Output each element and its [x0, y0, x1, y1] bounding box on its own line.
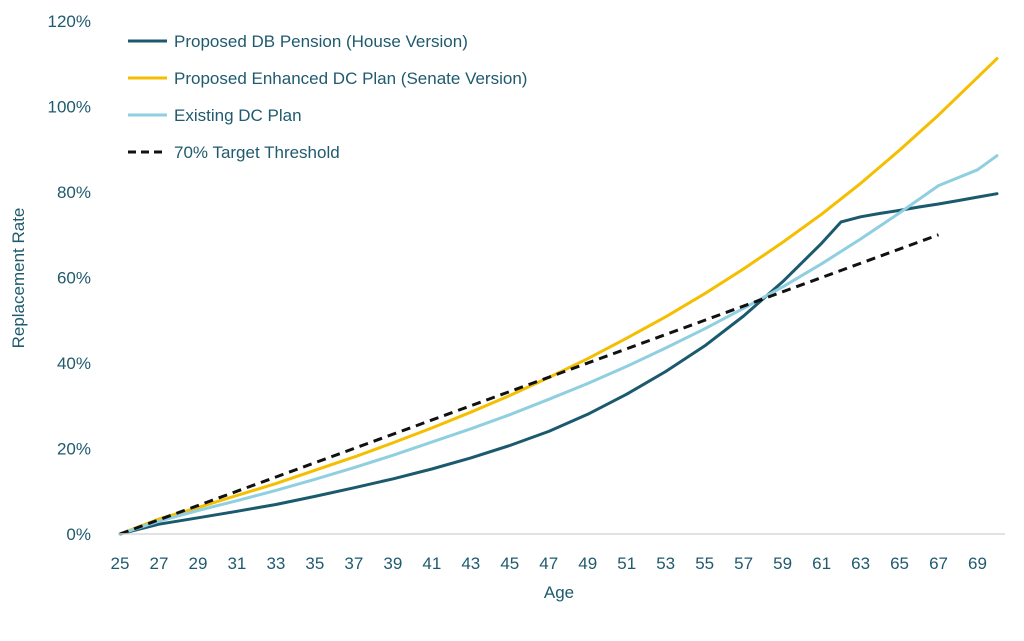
x-tick-label: 51: [617, 554, 636, 573]
x-tick-label: 47: [539, 554, 558, 573]
x-tick-label: 69: [968, 554, 987, 573]
series-line-70-target-threshold: [119, 233, 940, 536]
x-tick-label: 35: [305, 554, 324, 573]
x-tick-label: 49: [578, 554, 597, 573]
legend-label: Proposed Enhanced DC Plan (Senate Versio…: [174, 69, 527, 88]
x-tick-label: 67: [929, 554, 948, 573]
y-tick-label: 40%: [57, 354, 91, 373]
series-line-proposed-db-pension-house-version: [118, 192, 999, 536]
x-axis-ticks: 25 27 29 31 33 35 37 39 41 43 45 47 49 51 53 55 57 59 61 63…: [111, 554, 987, 573]
x-tick-label: 39: [383, 554, 402, 573]
series-line-existing-dc-plan: [118, 154, 999, 536]
x-axis-title: Age: [544, 583, 574, 602]
y-tick-label: 80%: [57, 183, 91, 202]
y-axis-title: Replacement Rate: [9, 208, 28, 349]
legend-label: Proposed DB Pension (House Version): [174, 32, 468, 51]
x-tick-label: 61: [812, 554, 831, 573]
x-tick-label: 41: [422, 554, 441, 573]
x-tick-label: 57: [734, 554, 753, 573]
y-tick-label: 0%: [66, 525, 91, 544]
legend: Proposed DB Pension (House Version) Propo…: [128, 32, 527, 162]
x-tick-label: 59: [773, 554, 792, 573]
x-tick-label: 33: [266, 554, 285, 573]
x-tick-label: 63: [851, 554, 870, 573]
x-tick-label: 27: [150, 554, 169, 573]
x-tick-label: 53: [656, 554, 675, 573]
x-tick-label: 65: [890, 554, 909, 573]
plot-area: [118, 57, 999, 536]
y-tick-label: 100%: [48, 98, 91, 117]
x-tick-label: 55: [695, 554, 714, 573]
legend-label: 70% Target Threshold: [174, 143, 340, 162]
x-tick-label: 31: [227, 554, 246, 573]
x-tick-label: 43: [461, 554, 480, 573]
y-tick-label: 60%: [57, 269, 91, 288]
y-tick-label: 20%: [57, 440, 91, 459]
x-tick-label: 25: [111, 554, 130, 573]
x-tick-label: 29: [188, 554, 207, 573]
series-line-proposed-enhanced-dc-plan-senate-version: [118, 57, 999, 536]
y-axis-ticks: 0% 20% 40% 60% 80% 100% 120%: [48, 12, 91, 544]
legend-label: Existing DC Plan: [174, 106, 302, 125]
x-tick-label: 45: [500, 554, 519, 573]
y-tick-label: 120%: [48, 12, 91, 31]
x-tick-label: 37: [344, 554, 363, 573]
